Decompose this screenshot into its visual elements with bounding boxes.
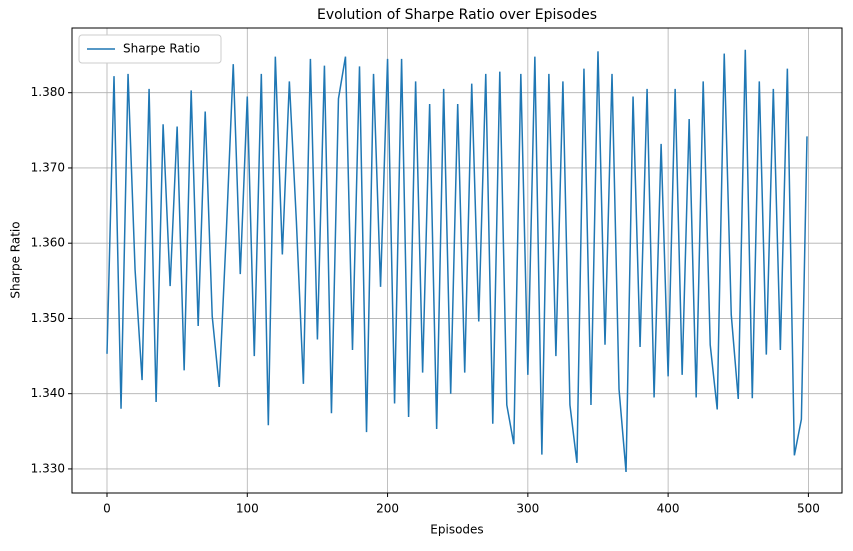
y-tick-label: 1.380 bbox=[31, 85, 65, 99]
x-tick-label: 500 bbox=[797, 502, 820, 516]
legend-box bbox=[78, 34, 222, 64]
y-tick-label: 1.370 bbox=[31, 160, 65, 174]
x-tick-label: 200 bbox=[376, 502, 399, 516]
x-tick-label: 0 bbox=[103, 502, 111, 516]
chart-title: Evolution of Sharpe Ratio over Episodes bbox=[317, 7, 597, 23]
y-axis-label: Sharpe Ratio bbox=[9, 221, 23, 298]
x-tick-label: 400 bbox=[657, 502, 680, 516]
legend-label: Sharpe Ratio bbox=[123, 42, 200, 56]
y-tick-label: 1.330 bbox=[31, 461, 65, 475]
y-tick-label: 1.340 bbox=[31, 386, 65, 400]
x-tick-label: 300 bbox=[516, 502, 539, 516]
y-tick-label: 1.350 bbox=[31, 311, 65, 325]
y-tick-label: 1.360 bbox=[31, 236, 65, 250]
x-tick-label: 100 bbox=[236, 502, 259, 516]
plot-frame bbox=[71, 27, 843, 494]
x-axis-label: Episodes bbox=[430, 523, 483, 537]
line bbox=[106, 49, 808, 472]
